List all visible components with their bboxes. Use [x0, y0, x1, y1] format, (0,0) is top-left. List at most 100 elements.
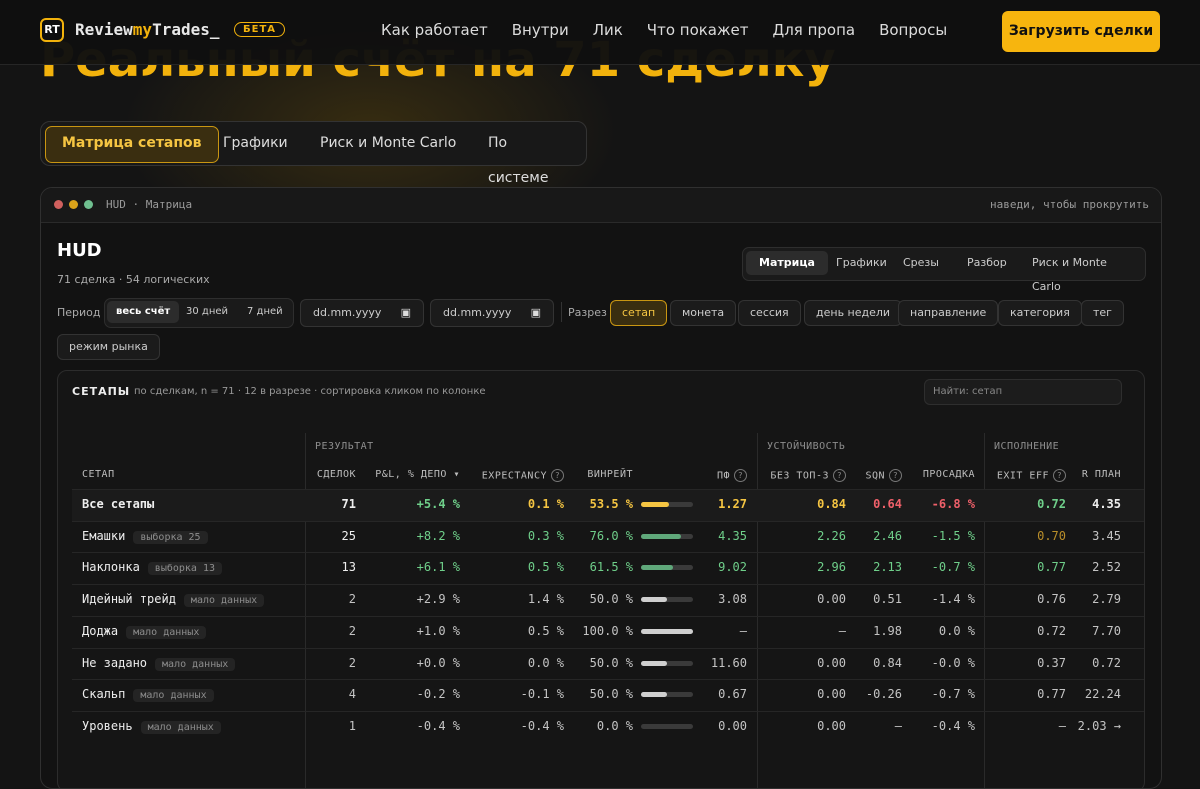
- table-cell: 0.00: [817, 718, 846, 733]
- table-cell: 0.76: [1037, 592, 1066, 607]
- view-tab[interactable]: Срезы: [903, 256, 939, 269]
- table-row: [72, 647, 1144, 681]
- table-cell: 2.46: [873, 528, 902, 543]
- table-cell: -0.0 %: [931, 655, 975, 670]
- table-title: СЕТАПЫ: [72, 385, 131, 398]
- column-header[interactable]: ПРОСАДКА: [923, 469, 975, 480]
- slice-chip[interactable]: сессия: [738, 300, 801, 326]
- nav-link[interactable]: Внутри: [511, 21, 569, 39]
- table-cell: +8.2 %: [416, 528, 460, 543]
- view-tab[interactable]: Риск и Monte Carlo: [1032, 256, 1107, 293]
- winrate-track: [641, 723, 693, 729]
- section-tab[interactable]: Графики: [223, 135, 288, 151]
- table-cell: +5.4 %: [416, 497, 460, 511]
- date-from[interactable]: dd.mm.yyyy ▣: [300, 299, 424, 327]
- setup-name[interactable]: Не задано мало данных: [82, 656, 236, 671]
- setup-name[interactable]: Наклонка выборка 13: [82, 560, 223, 576]
- column-header[interactable]: EXIT EFF?: [997, 469, 1066, 482]
- hud-window: HUD · Матрица наведи, чтобы прокрутить H…: [40, 187, 1162, 789]
- column-header[interactable]: R ПЛАН: [1082, 469, 1121, 480]
- column-header[interactable]: P&L, % ДЕПО ▾: [375, 469, 460, 480]
- logo[interactable]: RT: [40, 18, 64, 42]
- setup-name[interactable]: Емашки выборка 25: [82, 529, 208, 544]
- section-tab[interactable]: Риск и Monte Carlo: [320, 135, 457, 151]
- date-to[interactable]: dd.mm.yyyy ▣: [430, 299, 554, 327]
- sample-tag: мало данных: [155, 657, 236, 671]
- sample-tag: мало данных: [126, 625, 207, 639]
- table-cell: —: [838, 623, 846, 638]
- slice-chip[interactable]: сетап: [610, 300, 668, 326]
- table-cell: 0.0 %: [596, 718, 633, 733]
- setup-name[interactable]: Идейный трейд мало данных: [82, 592, 265, 608]
- table-cell: +0.0 %: [416, 655, 460, 670]
- setup-name[interactable]: Скальп мало данных: [82, 687, 214, 703]
- window-caption: HUD · Матрица: [106, 198, 193, 211]
- column-header[interactable]: СЕТАП: [82, 469, 115, 480]
- column-label: СДЕЛОК: [316, 469, 356, 480]
- slice-chip[interactable]: режим рынка: [57, 334, 160, 360]
- winrate-bar: [641, 533, 681, 539]
- sample-tag: мало данных: [133, 689, 214, 703]
- table-cell: -0.2 %: [416, 687, 460, 702]
- table-cell: -1.4 %: [931, 592, 975, 607]
- slice-chip[interactable]: монета: [670, 300, 737, 326]
- help-icon[interactable]: ?: [551, 469, 564, 482]
- section-tab[interactable]: По системе: [488, 135, 549, 186]
- view-tab[interactable]: Матрица: [746, 251, 828, 275]
- table-cell: 0.5 %: [527, 560, 564, 575]
- nav-link[interactable]: Вопросы: [879, 21, 948, 39]
- view-tab[interactable]: Разбор: [967, 256, 1007, 269]
- column-header[interactable]: SQN?: [865, 469, 902, 482]
- column-label: P&L, % ДЕПО ▾: [375, 469, 460, 480]
- nav-link[interactable]: Как работает: [381, 21, 488, 39]
- slice-chip[interactable]: тег: [1081, 300, 1124, 326]
- calendar-icon: ▣: [400, 306, 411, 319]
- table-cell: 2: [348, 623, 356, 638]
- column-header[interactable]: ВИНРЕЙТ: [587, 469, 633, 480]
- sample-tag: мало данных: [183, 594, 265, 608]
- setup-label: Скальп: [82, 687, 126, 702]
- slice-chip[interactable]: направление: [898, 300, 999, 326]
- table-cell: 2: [348, 592, 356, 607]
- table-cell: 3.08: [718, 592, 747, 607]
- search-input[interactable]: Найти: сетап: [924, 379, 1122, 405]
- table-cell: 1.98: [873, 623, 902, 638]
- hud-subtitle: 71 сделка · 54 логических: [57, 273, 210, 286]
- nav-link[interactable]: Лик: [592, 21, 623, 39]
- nav-link[interactable]: Для пропа: [772, 21, 856, 39]
- date-placeholder: dd.mm.yyyy: [313, 306, 382, 319]
- help-icon[interactable]: ?: [889, 469, 902, 482]
- setup-name[interactable]: Доджа мало данных: [82, 624, 207, 639]
- table-cell: 0.77: [1037, 687, 1066, 702]
- table-cell: -0.4 %: [931, 718, 975, 733]
- brand[interactable]: ReviewmyTrades_: [75, 20, 220, 39]
- divider: [561, 302, 562, 322]
- table-cell: 0.77: [1037, 560, 1066, 575]
- period-option[interactable]: 30 дней: [186, 306, 229, 317]
- table-cell: 50.0 %: [589, 592, 633, 607]
- help-icon[interactable]: ?: [833, 469, 846, 482]
- help-icon[interactable]: ?: [1053, 469, 1066, 482]
- slice-chip[interactable]: день недели: [804, 300, 903, 326]
- table-cell: 0.84: [873, 655, 902, 670]
- help-icon[interactable]: ?: [734, 469, 747, 482]
- nav-link[interactable]: Что покажет: [646, 21, 749, 39]
- column-header[interactable]: БЕЗ ТОП-3?: [770, 469, 846, 482]
- column-header[interactable]: ПФ?: [717, 469, 747, 482]
- setups-table-panel: СЕТАПЫ по сделкам, n = 71 · 12 в разрезе…: [57, 370, 1145, 788]
- period-option[interactable]: весь счёт: [107, 301, 180, 323]
- slice-chip[interactable]: категория: [998, 300, 1082, 326]
- view-tab[interactable]: Графики: [836, 256, 887, 269]
- table-cell: 2.96: [817, 560, 846, 575]
- upload-button[interactable]: Загрузить сделки: [1002, 11, 1160, 52]
- section-tab[interactable]: Матрица сетапов: [45, 126, 219, 163]
- table-row: [72, 489, 1144, 522]
- setup-name[interactable]: Все сетапы: [82, 497, 154, 511]
- setup-label: Наклонка: [82, 560, 140, 575]
- table-row: [72, 584, 1144, 617]
- column-header[interactable]: EXPECTANCY?: [482, 469, 564, 482]
- column-header[interactable]: СДЕЛОК: [317, 469, 356, 480]
- brand-part: Review: [75, 20, 133, 39]
- period-option[interactable]: 7 дней: [247, 306, 283, 317]
- setup-name[interactable]: Уровень мало данных: [82, 719, 221, 734]
